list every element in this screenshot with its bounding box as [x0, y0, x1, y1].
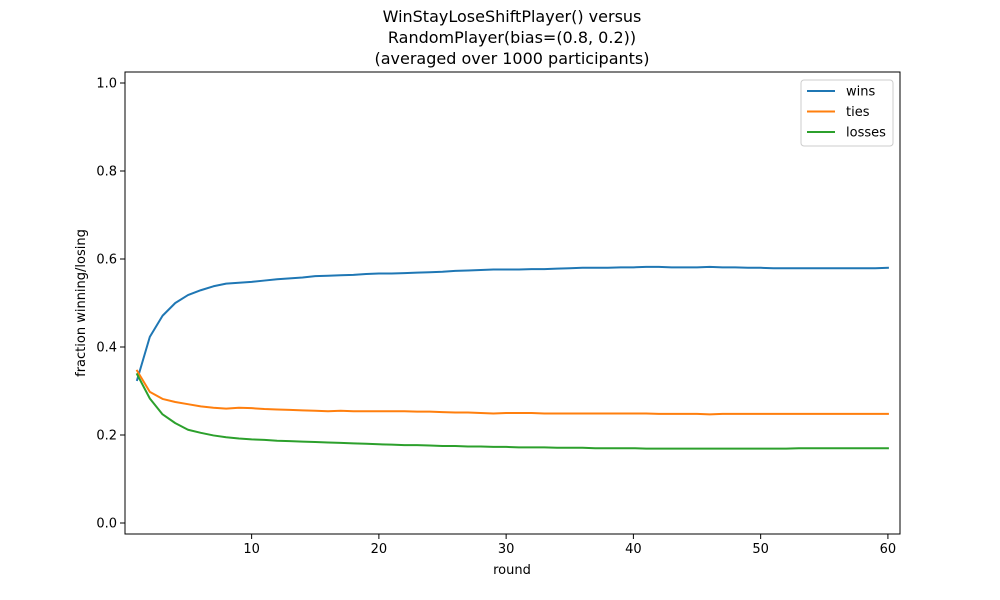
x-axis: 10 20 30 40 50 60	[243, 534, 896, 557]
legend-label-losses: losses	[846, 126, 886, 141]
y-axis-label: fraction winning/losing	[74, 229, 89, 377]
y-tick-label: 0.0	[96, 517, 117, 532]
series-line-losses	[135, 372, 889, 450]
chart-title-line-2: RandomPlayer(bias=(0.8, 0.2))	[388, 28, 636, 47]
legend-label-ties: ties	[846, 105, 870, 120]
x-tick-label: 40	[625, 542, 642, 557]
x-tick-label: 30	[498, 542, 515, 557]
y-tick-label: 0.8	[96, 165, 117, 180]
chart-title-line-3: (averaged over 1000 participants)	[374, 49, 649, 68]
y-tick-label: 0.6	[96, 253, 117, 268]
chart-title: WinStayLoseShiftPlayer() versus RandomPl…	[374, 7, 649, 68]
x-axis-label: round	[493, 563, 531, 578]
x-tick-label: 60	[880, 542, 897, 557]
legend: wins ties losses	[800, 79, 894, 147]
y-tick-label: 0.4	[96, 341, 117, 356]
chart-title-line-1: WinStayLoseShiftPlayer() versus	[383, 7, 642, 26]
x-tick-label: 50	[752, 542, 769, 557]
legend-box	[800, 79, 894, 147]
y-tick-label: 0.2	[96, 429, 117, 444]
y-tick-label: 1.0	[96, 77, 117, 92]
x-tick-label: 20	[371, 542, 388, 557]
y-axis: 0.0 0.2 0.4 0.6 0.8 1.0	[96, 77, 125, 532]
series-layer	[135, 265, 889, 450]
plot-area-frame	[124, 71, 901, 535]
x-tick-label: 10	[243, 542, 260, 557]
series-line-wins	[135, 265, 889, 382]
series-line-ties	[135, 369, 889, 416]
legend-label-wins: wins	[846, 85, 875, 100]
